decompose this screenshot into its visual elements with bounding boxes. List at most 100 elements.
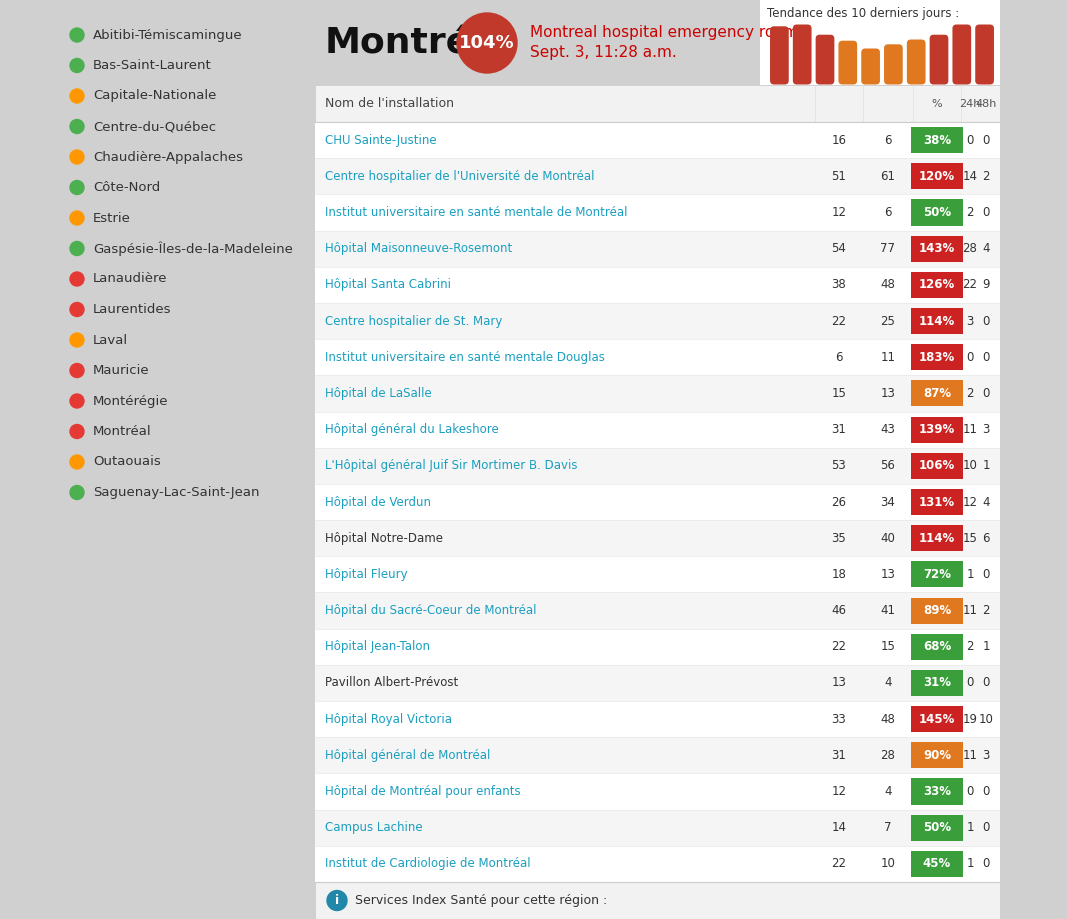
Circle shape bbox=[70, 272, 84, 286]
FancyBboxPatch shape bbox=[911, 743, 964, 768]
Text: Capitale-Nationale: Capitale-Nationale bbox=[93, 89, 217, 103]
Text: Institut de Cardiologie de Montréal: Institut de Cardiologie de Montréal bbox=[325, 857, 530, 870]
Circle shape bbox=[70, 119, 84, 133]
Text: 13: 13 bbox=[831, 676, 846, 689]
Circle shape bbox=[457, 13, 517, 73]
Circle shape bbox=[70, 150, 84, 164]
Circle shape bbox=[70, 455, 84, 469]
Text: 15: 15 bbox=[880, 641, 895, 653]
FancyBboxPatch shape bbox=[911, 453, 964, 479]
Text: 43: 43 bbox=[880, 423, 895, 437]
Text: 114%: 114% bbox=[919, 314, 955, 327]
Text: 38%: 38% bbox=[923, 133, 951, 147]
FancyBboxPatch shape bbox=[911, 345, 964, 370]
Text: 0: 0 bbox=[983, 387, 990, 400]
Text: Hôpital du Sacré-Coeur de Montréal: Hôpital du Sacré-Coeur de Montréal bbox=[325, 604, 537, 617]
FancyBboxPatch shape bbox=[911, 127, 964, 153]
Text: Hôpital général du Lakeshore: Hôpital général du Lakeshore bbox=[325, 423, 498, 437]
Text: 2: 2 bbox=[967, 387, 974, 400]
Text: 25: 25 bbox=[880, 314, 895, 327]
Text: 0: 0 bbox=[967, 785, 974, 798]
Text: 0: 0 bbox=[983, 676, 990, 689]
Text: 22: 22 bbox=[831, 857, 846, 870]
Text: Institut universitaire en santé mentale de Montréal: Institut universitaire en santé mentale … bbox=[325, 206, 627, 219]
Circle shape bbox=[70, 211, 84, 225]
Text: 143%: 143% bbox=[919, 243, 955, 255]
Text: Lanaudière: Lanaudière bbox=[93, 273, 168, 286]
Text: 3: 3 bbox=[983, 749, 990, 762]
Text: Laval: Laval bbox=[93, 334, 128, 346]
Text: %: % bbox=[931, 98, 942, 108]
Text: Gaspésie-Îles-de-la-Madeleine: Gaspésie-Îles-de-la-Madeleine bbox=[93, 242, 292, 255]
FancyBboxPatch shape bbox=[911, 272, 964, 298]
Text: 120%: 120% bbox=[919, 170, 955, 183]
Text: 0: 0 bbox=[983, 314, 990, 327]
Text: 10: 10 bbox=[880, 857, 895, 870]
Text: 68%: 68% bbox=[923, 641, 951, 653]
Text: 6: 6 bbox=[835, 351, 843, 364]
Text: 72%: 72% bbox=[923, 568, 951, 581]
FancyBboxPatch shape bbox=[315, 737, 1000, 774]
Text: 11: 11 bbox=[962, 749, 977, 762]
FancyBboxPatch shape bbox=[907, 40, 925, 85]
Text: Hôpital de LaSalle: Hôpital de LaSalle bbox=[325, 387, 432, 400]
Text: 41: 41 bbox=[880, 604, 895, 617]
Text: Campus Lachine: Campus Lachine bbox=[325, 822, 423, 834]
Text: 12: 12 bbox=[962, 495, 977, 508]
Circle shape bbox=[327, 891, 347, 911]
FancyBboxPatch shape bbox=[911, 235, 964, 262]
FancyBboxPatch shape bbox=[770, 27, 789, 85]
Text: 4: 4 bbox=[885, 676, 892, 689]
Text: 139%: 139% bbox=[919, 423, 955, 437]
Text: 22: 22 bbox=[831, 641, 846, 653]
FancyBboxPatch shape bbox=[315, 774, 1000, 810]
FancyBboxPatch shape bbox=[315, 375, 1000, 412]
Text: Hôpital de Verdun: Hôpital de Verdun bbox=[325, 495, 431, 508]
Text: 24h: 24h bbox=[959, 98, 981, 108]
Text: 2: 2 bbox=[983, 604, 990, 617]
Text: 2: 2 bbox=[967, 641, 974, 653]
Text: Hôpital Maisonneuve-Rosemont: Hôpital Maisonneuve-Rosemont bbox=[325, 243, 512, 255]
FancyBboxPatch shape bbox=[911, 778, 964, 804]
Text: 33: 33 bbox=[831, 712, 846, 726]
FancyBboxPatch shape bbox=[911, 416, 964, 443]
Text: Montréal: Montréal bbox=[93, 425, 152, 438]
Text: 4: 4 bbox=[983, 495, 990, 508]
FancyBboxPatch shape bbox=[911, 199, 964, 225]
Text: 33%: 33% bbox=[923, 785, 951, 798]
Text: 0: 0 bbox=[983, 822, 990, 834]
FancyBboxPatch shape bbox=[953, 25, 971, 85]
Text: 1: 1 bbox=[967, 822, 974, 834]
FancyBboxPatch shape bbox=[911, 851, 964, 877]
Text: Nom de l'installation: Nom de l'installation bbox=[325, 97, 453, 110]
FancyBboxPatch shape bbox=[315, 231, 1000, 267]
Circle shape bbox=[70, 59, 84, 73]
Text: 16: 16 bbox=[831, 133, 846, 147]
Circle shape bbox=[70, 364, 84, 378]
Text: 46: 46 bbox=[831, 604, 846, 617]
Text: 10: 10 bbox=[978, 712, 993, 726]
FancyBboxPatch shape bbox=[911, 308, 964, 335]
FancyBboxPatch shape bbox=[929, 35, 949, 85]
Text: 2: 2 bbox=[967, 206, 974, 219]
Text: 87%: 87% bbox=[923, 387, 951, 400]
Text: Pavillon Albert-Prévost: Pavillon Albert-Prévost bbox=[325, 676, 458, 689]
FancyBboxPatch shape bbox=[911, 525, 964, 551]
Text: 13: 13 bbox=[880, 387, 895, 400]
Text: 10: 10 bbox=[962, 460, 977, 472]
Text: 53: 53 bbox=[831, 460, 846, 472]
Text: 13: 13 bbox=[880, 568, 895, 581]
FancyBboxPatch shape bbox=[911, 597, 964, 624]
FancyBboxPatch shape bbox=[315, 629, 1000, 664]
Text: Institut universitaire en santé mentale Douglas: Institut universitaire en santé mentale … bbox=[325, 351, 605, 364]
Text: 54: 54 bbox=[831, 243, 846, 255]
Text: Centre-du-Québec: Centre-du-Québec bbox=[93, 120, 217, 133]
FancyBboxPatch shape bbox=[793, 25, 812, 85]
Text: 1: 1 bbox=[983, 641, 990, 653]
Text: Outaouais: Outaouais bbox=[93, 456, 161, 469]
Circle shape bbox=[70, 394, 84, 408]
Text: 14: 14 bbox=[962, 170, 977, 183]
Text: 34: 34 bbox=[880, 495, 895, 508]
Text: Montreal hospital emergency rooms,: Montreal hospital emergency rooms, bbox=[530, 26, 811, 40]
FancyBboxPatch shape bbox=[975, 25, 994, 85]
